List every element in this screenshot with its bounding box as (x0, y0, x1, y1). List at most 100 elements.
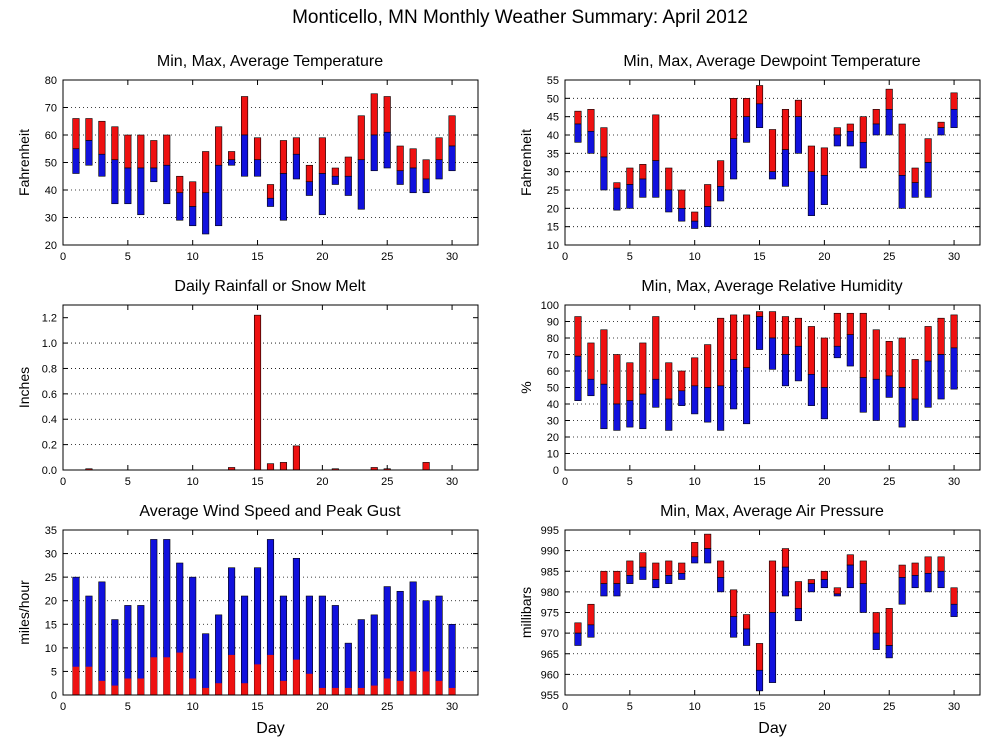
bar-upper (626, 167, 634, 185)
bar-lower (898, 387, 906, 428)
bar-upper (72, 118, 80, 150)
bar-avg-speed (448, 687, 456, 695)
x-tick-label: 30 (446, 476, 458, 488)
x-tick-label: 5 (125, 701, 131, 713)
bar-upper (911, 167, 919, 183)
bar-lower (846, 564, 854, 589)
x-tick-label: 25 (381, 476, 393, 488)
bar-lower (678, 573, 686, 580)
bar-lower (435, 159, 443, 180)
bar-upper (807, 579, 815, 584)
bar-upper (781, 316, 790, 355)
bar-avg-speed (111, 685, 119, 695)
bar-avg-speed (137, 678, 145, 695)
bar-lower (950, 347, 958, 390)
bar-upper (950, 587, 958, 605)
y-tick-label: 955 (541, 690, 559, 702)
bar-upper (768, 560, 777, 613)
y-axis-label: miles/hour (16, 580, 32, 645)
bar-lower (678, 208, 686, 222)
x-tick-label: 10 (187, 476, 199, 488)
bar-upper (665, 362, 673, 400)
bar-avg-speed (280, 680, 287, 695)
bar-lower (768, 171, 777, 180)
plot-frame (62, 79, 479, 246)
x-tick-label: 25 (381, 251, 393, 263)
bar-peak-gust (98, 581, 106, 696)
bar-avg-speed (267, 654, 274, 695)
bar-upper (600, 570, 608, 584)
bar-upper (743, 98, 751, 117)
chart-humidity: Min, Max, Average Relative Humidity 0 10 20… (518, 278, 981, 488)
y-tick-label: 45 (547, 112, 559, 124)
bar-upper (704, 184, 712, 207)
bar-lower (241, 134, 249, 177)
bar-lower (859, 583, 867, 613)
bar-upper (652, 114, 660, 161)
bar-upper (820, 147, 828, 176)
bar-lower (743, 116, 751, 143)
bar-lower (730, 138, 738, 180)
x-tick-label: 30 (446, 701, 458, 713)
bar-lower (937, 354, 945, 400)
bar-upper (574, 316, 582, 357)
y-tick-label: 1.2 (42, 313, 57, 325)
chart-pressure: Min, Max, Average Air Pressure 955 960 965 9… (518, 503, 981, 737)
bar-upper (794, 581, 802, 609)
bar-lower (781, 149, 790, 187)
y-tick-label: 0.0 (42, 465, 57, 477)
y-tick-label: 0.2 (42, 440, 57, 452)
bar-upper (318, 137, 326, 174)
bar-peak-gust (318, 595, 326, 696)
x-tick-label: 10 (187, 701, 199, 713)
y-tick-label: 965 (541, 649, 559, 661)
bar-lower (228, 159, 236, 166)
bar-lower (665, 189, 673, 213)
bar-upper (639, 342, 647, 395)
bar-lower (665, 575, 673, 584)
y-tick-label: 60 (45, 130, 57, 142)
x-tick-label: 5 (627, 701, 633, 713)
x-axis-label: Day (758, 720, 786, 737)
bar-upper (820, 570, 828, 580)
bar-lower (639, 393, 647, 430)
y-tick-label: 80 (547, 333, 559, 345)
bar-lower (768, 612, 777, 683)
bar-upper (691, 357, 699, 387)
y-tick-label: 20 (45, 596, 57, 608)
bar-upper (626, 362, 634, 402)
bar-lower (833, 593, 841, 597)
y-axis-label: % (518, 381, 534, 393)
x-tick-label: 20 (818, 476, 830, 488)
x-tick-label: 0 (60, 476, 66, 488)
bar-avg-speed (228, 654, 235, 695)
bar-upper (833, 127, 841, 136)
bar-lower (846, 131, 854, 147)
y-tick-label: 35 (45, 525, 57, 537)
y-tick-label: 20 (547, 432, 559, 444)
x-tick-label: 15 (251, 701, 263, 713)
x-tick-label: 10 (187, 251, 199, 263)
bar-upper (305, 164, 313, 183)
bar-upper (176, 175, 184, 194)
bar-avg-speed (124, 678, 132, 695)
chart-title: Min, Max, Average Relative Humidity (641, 278, 902, 295)
bar-lower (937, 127, 945, 136)
bar-lower (176, 192, 184, 221)
bar-lower (704, 387, 712, 423)
y-tick-label: 70 (547, 350, 559, 362)
bar-upper (331, 167, 339, 177)
bar-upper (898, 564, 906, 578)
bar-upper (639, 164, 647, 180)
bar-lower (253, 159, 262, 177)
bar-lower (846, 334, 854, 367)
y-tick-label: 15 (45, 619, 57, 631)
bar-upper (794, 99, 802, 117)
x-tick-label: 25 (381, 701, 393, 713)
bar-upper (846, 312, 854, 336)
bar-upper (292, 137, 300, 155)
bar-lower (885, 375, 893, 398)
bar-lower (600, 156, 608, 191)
